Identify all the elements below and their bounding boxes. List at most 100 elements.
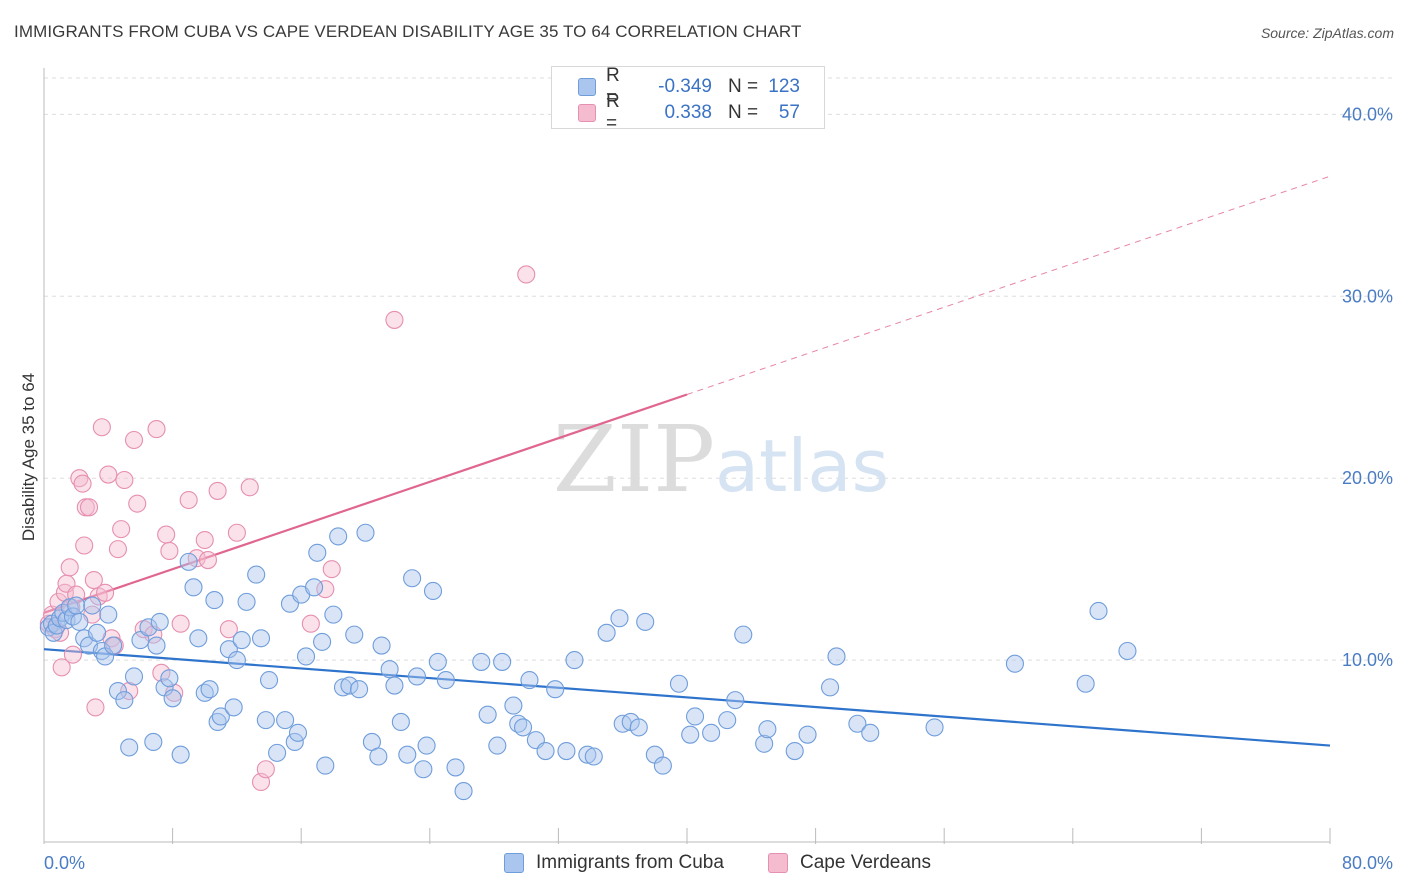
cuba-point bbox=[428, 652, 447, 671]
cuba-swatch bbox=[578, 78, 596, 96]
cuba-point bbox=[827, 647, 846, 666]
legend-n-value: 123 bbox=[768, 76, 800, 97]
cuba-point bbox=[557, 741, 576, 761]
cuba-point bbox=[1118, 641, 1137, 661]
cuba-point bbox=[417, 736, 436, 755]
cuba-point bbox=[160, 669, 179, 688]
legend-n-value: 57 bbox=[778, 102, 800, 123]
cuba-point bbox=[702, 723, 721, 742]
cape-point bbox=[79, 498, 99, 517]
cuba-point bbox=[565, 651, 584, 670]
cuba-point bbox=[305, 578, 324, 597]
cuba-point bbox=[179, 552, 198, 571]
cape-point bbox=[84, 571, 103, 590]
cape-point bbox=[322, 560, 341, 579]
grid-layer bbox=[44, 77, 1392, 661]
y-tick-label: 10.0% bbox=[1342, 650, 1393, 670]
cuba-point bbox=[629, 718, 648, 737]
trend-layer bbox=[43, 175, 1331, 747]
cuba-point bbox=[195, 683, 214, 702]
cape-point bbox=[86, 698, 105, 717]
cape-point bbox=[124, 430, 144, 450]
cuba-point bbox=[268, 743, 287, 762]
cape-point bbox=[52, 658, 71, 677]
cuba-point bbox=[200, 680, 219, 699]
cuba-point bbox=[369, 747, 388, 766]
cape-point bbox=[179, 490, 198, 510]
cuba-point bbox=[407, 667, 426, 686]
cuba-point bbox=[509, 714, 528, 733]
cape-point bbox=[75, 536, 94, 555]
cape-point bbox=[157, 525, 176, 544]
chart-title: IMMIGRANTS FROM CUBA VS CAPE VERDEAN DIS… bbox=[14, 22, 802, 41]
cuba-point bbox=[87, 623, 107, 642]
cuba-point bbox=[454, 782, 473, 801]
cuba-point bbox=[70, 612, 89, 631]
cuba-point bbox=[124, 667, 144, 686]
cuba-point bbox=[147, 636, 166, 655]
cape-point bbox=[316, 580, 335, 599]
cuba-point bbox=[247, 565, 266, 584]
cuba-point bbox=[99, 605, 118, 624]
cuba-point bbox=[385, 676, 404, 695]
cuba-point bbox=[333, 678, 353, 697]
legend-r-label: R = bbox=[606, 91, 620, 134]
cuba-point bbox=[436, 671, 455, 690]
legend-r-value: -0.349 bbox=[658, 76, 712, 97]
cape-point bbox=[385, 310, 404, 329]
x-tick-label: 0.0% bbox=[44, 853, 85, 873]
cape-point bbox=[99, 465, 118, 484]
cuba-point bbox=[288, 723, 308, 742]
cuba-point bbox=[758, 720, 777, 739]
points-layer bbox=[39, 265, 1137, 801]
cuba-point bbox=[92, 641, 111, 661]
cuba-point bbox=[414, 760, 433, 779]
cuba-point bbox=[513, 718, 533, 737]
legend-item-cuba[interactable]: Immigrants from Cuba bbox=[504, 852, 724, 874]
cuba-point bbox=[1089, 601, 1108, 621]
cape-point bbox=[517, 265, 536, 284]
cuba-point bbox=[189, 629, 208, 648]
cuba-point bbox=[131, 631, 150, 650]
cuba-point bbox=[251, 629, 271, 648]
cuba-point bbox=[493, 652, 512, 671]
cuba-point bbox=[681, 725, 700, 744]
cape-point bbox=[219, 620, 238, 639]
cuba-point bbox=[546, 680, 565, 699]
cuba-point bbox=[205, 591, 224, 610]
cape-point bbox=[240, 478, 259, 497]
cuba-point bbox=[211, 707, 230, 726]
cape-point bbox=[256, 760, 275, 779]
legend-item-cape[interactable]: Cape Verdeans bbox=[768, 852, 931, 874]
cuba-point bbox=[308, 543, 327, 562]
cuba-point bbox=[423, 581, 443, 601]
series-legend: Immigrants from Cuba Cape Verdeans bbox=[0, 852, 1406, 878]
cuba-point bbox=[380, 660, 399, 679]
cape-point bbox=[147, 420, 166, 439]
legend-n-label: N = bbox=[728, 76, 759, 97]
cuba-point bbox=[520, 671, 539, 690]
cuba-point bbox=[350, 680, 369, 699]
cuba-point bbox=[848, 714, 867, 733]
cape-point bbox=[73, 474, 92, 493]
cape-trend-extension bbox=[686, 175, 1331, 395]
cuba-point bbox=[163, 689, 182, 708]
cuba-point bbox=[313, 632, 332, 651]
cuba-point bbox=[150, 612, 169, 631]
cuba-point bbox=[256, 711, 275, 730]
cuba-point bbox=[398, 745, 417, 764]
watermark-atlas: atlas bbox=[715, 424, 889, 508]
cuba-point bbox=[755, 734, 774, 753]
cuba-point bbox=[224, 698, 243, 717]
cuba-point bbox=[115, 691, 134, 710]
cuba-point bbox=[861, 723, 880, 742]
watermark: ZIP atlas bbox=[553, 406, 889, 513]
cuba-point bbox=[536, 741, 555, 761]
cuba-point bbox=[821, 678, 840, 697]
cape-point bbox=[160, 541, 179, 561]
cuba-point bbox=[120, 738, 139, 757]
cuba-point bbox=[232, 631, 251, 650]
cuba-point bbox=[785, 741, 804, 761]
cuba-point bbox=[139, 618, 158, 637]
legend-row-cape: R = 0.338 N = 57 bbox=[578, 91, 800, 134]
